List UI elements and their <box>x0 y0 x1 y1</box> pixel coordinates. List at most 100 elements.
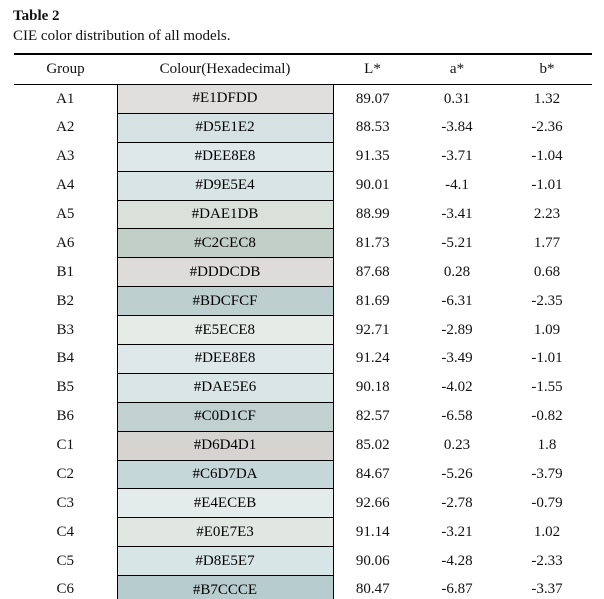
colour-swatch-cell: #D9E5E4 <box>116 171 334 201</box>
col-header-astar: a* <box>412 53 502 85</box>
colour-swatch-cell: #D8E5E7 <box>116 546 334 577</box>
colour-swatch-cell: #DDDCDB <box>116 257 334 288</box>
colour-swatch-cell: #D5E1E2 <box>116 113 334 143</box>
bstar-value-cell: 1.02 <box>533 523 561 540</box>
group-cell: C2 <box>56 466 74 483</box>
colour-swatch-cell: #DAE1DB <box>116 200 334 230</box>
colour-swatch-cell: #DEE8E8 <box>116 344 334 374</box>
table-row: A2 #D5E1E2 88.53 -3.84 -2.36 <box>14 113 592 143</box>
table-row: C4 #E0E7E3 91.14 -3.21 1.02 <box>14 517 592 548</box>
group-cell: B2 <box>56 292 74 309</box>
lstar-value-cell: 91.14 <box>355 523 390 540</box>
astar-value-cell: -5.21 <box>441 234 473 251</box>
lstar-value-cell: 84.67 <box>355 466 390 483</box>
col-header-group: Group <box>14 53 117 85</box>
bstar-value-cell: -0.79 <box>531 494 563 511</box>
group-cell: B5 <box>56 379 74 396</box>
lstar-value-cell: 91.35 <box>355 148 390 165</box>
group-cell: B4 <box>56 350 74 367</box>
table-row: B3 #E5ECE8 92.71 -2.89 1.09 <box>14 315 592 346</box>
astar-value-cell: -6.31 <box>441 292 473 309</box>
group-cell: B6 <box>56 408 74 425</box>
lstar-value-cell: 87.68 <box>355 263 390 280</box>
astar-value-cell: -4.02 <box>441 379 473 396</box>
astar-value-cell: -4.28 <box>441 552 473 569</box>
bstar-value-cell: 1.09 <box>533 321 561 338</box>
lstar-value-cell: 90.06 <box>355 552 390 569</box>
group-cell: A3 <box>56 148 75 165</box>
colour-swatch-cell: #C2CEC8 <box>116 228 334 259</box>
group-cell: A1 <box>56 90 75 107</box>
astar-value-cell: -3.71 <box>441 148 473 165</box>
colour-swatch-cell: #E0E7E3 <box>116 517 334 548</box>
bstar-value-cell: -1.01 <box>531 177 563 194</box>
table-row: B4 #DEE8E8 91.24 -3.49 -1.01 <box>14 344 592 374</box>
astar-value-cell: -5.26 <box>441 466 473 483</box>
table-title: Table 2 <box>13 8 60 24</box>
table-caption: CIE color distribution of all models. <box>13 28 231 44</box>
bstar-value-cell: -2.33 <box>531 552 563 569</box>
colour-swatch-cell: #E1DFDD <box>116 84 334 114</box>
astar-value-cell: -3.49 <box>441 350 473 367</box>
astar-value-cell: 0.28 <box>443 263 471 280</box>
group-cell: C5 <box>56 552 74 569</box>
bstar-value-cell: -1.55 <box>531 379 563 396</box>
lstar-value-cell: 90.18 <box>355 379 390 396</box>
table-row: A4 #D9E5E4 90.01 -4.1 -1.01 <box>14 171 592 201</box>
colour-swatch-cell: #E4ECEB <box>116 488 334 519</box>
bstar-value-cell: -2.36 <box>531 119 563 136</box>
colour-swatch-cell: #DAE5E6 <box>116 373 334 403</box>
lstar-value-cell: 81.73 <box>355 234 390 251</box>
colour-swatch-cell: #C6D7DA <box>116 460 334 490</box>
lstar-value-cell: 89.07 <box>355 90 390 107</box>
lstar-value-cell: 80.47 <box>333 575 412 599</box>
table-row: C2 #C6D7DA 84.67 -5.26 -3.79 <box>14 460 592 490</box>
astar-value-cell: -3.21 <box>441 523 473 540</box>
col-header-bstar: b* <box>502 53 592 85</box>
table-row: C6 #B7CCCE 80.47 -6.87 -3.37 <box>14 575 592 599</box>
bstar-value-cell: -0.82 <box>531 408 563 425</box>
bstar-value-cell: 1.77 <box>533 234 561 251</box>
group-cell: C3 <box>56 494 74 511</box>
table-row: B6 #C0D1CF 82.57 -6.58 -0.82 <box>14 402 592 432</box>
astar-value-cell: 0.31 <box>443 90 471 107</box>
group-cell: B1 <box>56 263 74 280</box>
lstar-value-cell: 92.66 <box>355 494 390 511</box>
astar-value-cell: -2.78 <box>441 494 473 511</box>
colour-swatch-cell: #E5ECE8 <box>116 315 334 346</box>
astar-value-cell: -2.89 <box>441 321 473 338</box>
col-header-colour: Colour(Hexadecimal) <box>117 53 333 85</box>
bstar-value-cell: -1.01 <box>531 350 563 367</box>
lstar-value-cell: 88.53 <box>355 119 390 136</box>
group-cell: B3 <box>56 321 74 338</box>
lstar-value-cell: 82.57 <box>355 408 390 425</box>
table-row: A3 #DEE8E8 91.35 -3.71 -1.04 <box>14 142 592 172</box>
astar-value-cell: -3.84 <box>441 119 473 136</box>
bstar-value-cell: 2.23 <box>533 206 561 222</box>
colour-swatch-cell: #DEE8E8 <box>116 142 334 172</box>
lstar-value-cell: 92.71 <box>355 321 390 338</box>
bstar-value-cell: 1.32 <box>533 90 561 107</box>
group-cell: C4 <box>56 523 74 540</box>
bstar-value-cell: -3.79 <box>531 466 563 483</box>
table-row: B5 #DAE5E6 90.18 -4.02 -1.55 <box>14 373 592 403</box>
astar-value-cell: -4.1 <box>445 177 469 194</box>
header-row: Group Colour(Hexadecimal) L* a* b* <box>14 53 592 85</box>
colour-swatch-cell: #C0D1CF <box>116 402 334 432</box>
group-cell: A2 <box>56 119 75 136</box>
group-cell: C1 <box>56 437 74 454</box>
lstar-value-cell: 90.01 <box>355 177 390 194</box>
table-row: B2 #BDCFCF 81.69 -6.31 -2.35 <box>14 286 592 317</box>
group-cell: A6 <box>56 234 75 251</box>
astar-value-cell: -6.87 <box>412 575 502 599</box>
astar-value-cell: -3.41 <box>441 206 473 222</box>
bstar-value-cell: 1.8 <box>537 437 557 454</box>
lstar-value-cell: 91.24 <box>355 350 390 367</box>
table-row: A5 #DAE1DB 88.99 -3.41 2.23 <box>14 200 592 230</box>
table-row: A1 #E1DFDD 89.07 0.31 1.32 <box>14 84 592 114</box>
bstar-value-cell: -1.04 <box>531 148 563 165</box>
lstar-value-cell: 88.99 <box>355 206 390 222</box>
colour-swatch-cell: #D6D4D1 <box>116 431 334 461</box>
astar-value-cell: -6.58 <box>441 408 473 425</box>
